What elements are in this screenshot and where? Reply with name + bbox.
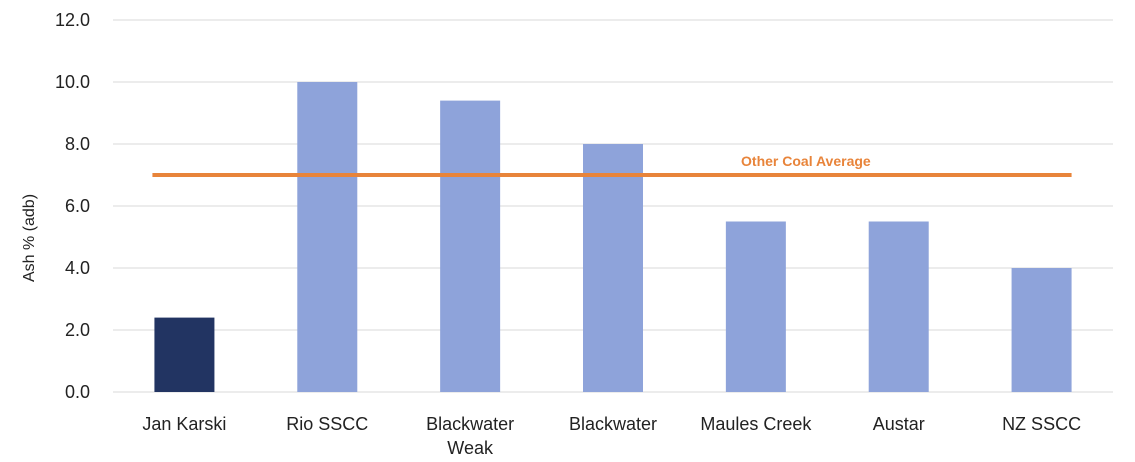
y-tick-label: 0.0 xyxy=(65,382,90,402)
y-tick-label: 4.0 xyxy=(65,258,90,278)
x-tick-label: Blackwater xyxy=(569,414,657,434)
bar xyxy=(297,82,358,392)
y-tick-label: 6.0 xyxy=(65,196,90,216)
y-tick-label: 10.0 xyxy=(55,72,90,92)
x-tick-label: Rio SSCC xyxy=(286,414,368,434)
bars xyxy=(154,82,1072,392)
x-tick-labels: Jan Karski Rio SSCC Blackwater Weak Blackwat… xyxy=(142,414,1081,458)
x-tick-label: Jan Karski xyxy=(142,414,226,434)
x-tick-label: NZ SSCC xyxy=(1002,414,1081,434)
y-tick-label: 12.0 xyxy=(55,10,90,30)
y-axis-title: Ash % (adb) xyxy=(21,194,38,282)
y-tick-label: 8.0 xyxy=(65,134,90,154)
y-tick-labels: 0.0 2.0 4.0 6.0 8.0 10.0 12.0 xyxy=(55,10,90,402)
y-tick-label: 2.0 xyxy=(65,320,90,340)
x-tick-label: Maules Creek xyxy=(700,414,812,434)
x-tick-label: Blackwater Weak xyxy=(426,414,514,458)
x-tick-label: Austar xyxy=(873,414,925,434)
reference-line-label: Other Coal Average xyxy=(741,153,871,169)
bar xyxy=(868,221,929,392)
bar xyxy=(154,317,215,392)
bar xyxy=(583,144,643,392)
bar xyxy=(440,100,501,392)
reference-line-group: Other Coal Average xyxy=(152,153,1072,177)
bar xyxy=(1011,268,1072,392)
bar xyxy=(725,221,786,392)
